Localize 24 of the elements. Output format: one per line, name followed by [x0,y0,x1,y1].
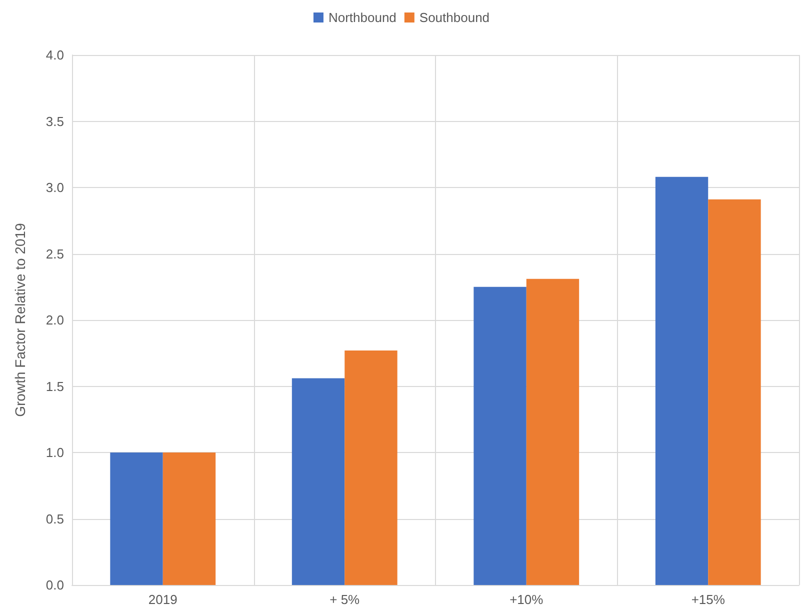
bar [708,199,761,585]
legend-label: Southbound [419,10,490,25]
bar [110,452,163,585]
y-tick-label: 3.5 [46,114,64,129]
y-tick-label: 3.0 [46,180,64,195]
legend-label: Northbound [328,10,396,25]
y-tick-label: 0.5 [46,511,64,526]
y-tick-label: 1.0 [46,445,64,460]
bar [344,350,398,585]
y-tick-label: 2.0 [46,312,64,328]
bar [655,176,708,585]
x-tick-label: 2019 [148,592,178,607]
y-tick-label: 0.0 [46,578,64,592]
bar [292,378,345,585]
bar [162,452,216,585]
y-tick-label: 2.5 [46,246,64,262]
x-tick-label: +10% [510,592,544,607]
x-tick-label: +15% [691,592,726,607]
bar [474,286,526,585]
x-tick-label: + 5% [330,592,360,607]
y-tick-label: 1.5 [46,378,64,394]
bar [526,278,580,585]
y-axis-title: Growth Factor Relative to 2019 [12,222,28,417]
y-tick-label: 4.0 [46,48,64,62]
